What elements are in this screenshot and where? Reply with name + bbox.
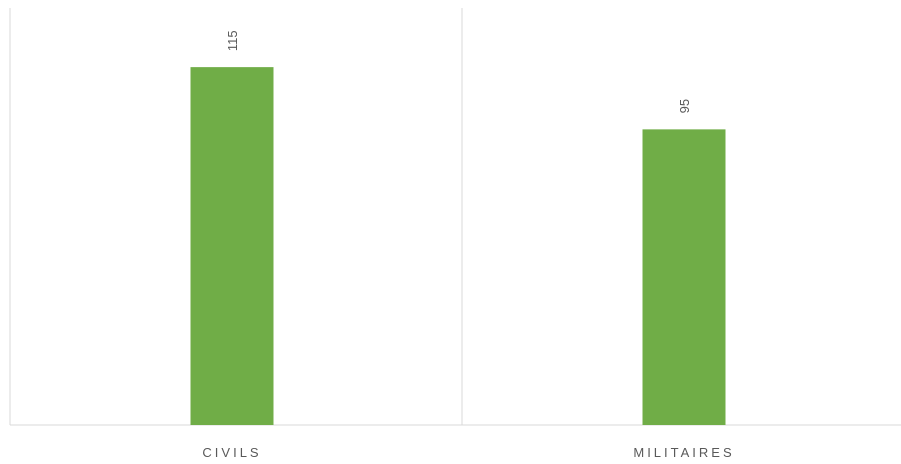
bar-militaires xyxy=(642,129,726,426)
bar-civils xyxy=(190,67,274,426)
data-label-militaires: 95 xyxy=(677,99,692,113)
category-label-civils: CIVILS xyxy=(202,445,261,460)
category-label-militaires: MILITAIRES xyxy=(633,445,734,460)
data-label-civils: 115 xyxy=(225,30,240,51)
